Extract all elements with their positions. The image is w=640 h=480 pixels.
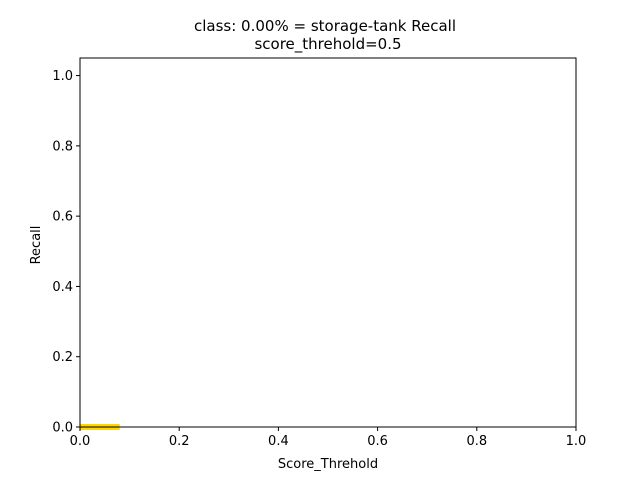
x-tick-label: 0.6 [367,434,388,449]
x-tick-label: 0.4 [268,434,289,449]
y-tick-label: 0.8 [52,139,73,154]
x-tick-label: 0.8 [466,434,487,449]
plot-frame [80,58,576,427]
x-tick-label: 1.0 [566,434,587,449]
y-tick-label: 0.2 [52,350,73,365]
y-tick-label: 0.6 [52,210,73,225]
x-axis-ticks: 0.0 0.2 0.4 0.6 0.8 1.0 [70,427,587,449]
y-axis-ticks: 0.0 0.2 0.4 0.6 0.8 1.0 [52,69,80,435]
chart-title-line-2: score_threhold=0.5 [254,35,401,54]
chart-title-line-1: class: 0.00% = storage-tank Recall [194,17,456,35]
y-tick-label: 1.0 [52,69,73,84]
y-tick-label: 0.4 [52,280,73,295]
x-axis-label: Score_Threhold [278,457,378,472]
y-tick-label: 0.0 [52,421,73,436]
x-tick-label: 0.0 [70,434,91,449]
x-tick-label: 0.2 [169,434,190,449]
y-axis-label: Recall [29,226,44,265]
